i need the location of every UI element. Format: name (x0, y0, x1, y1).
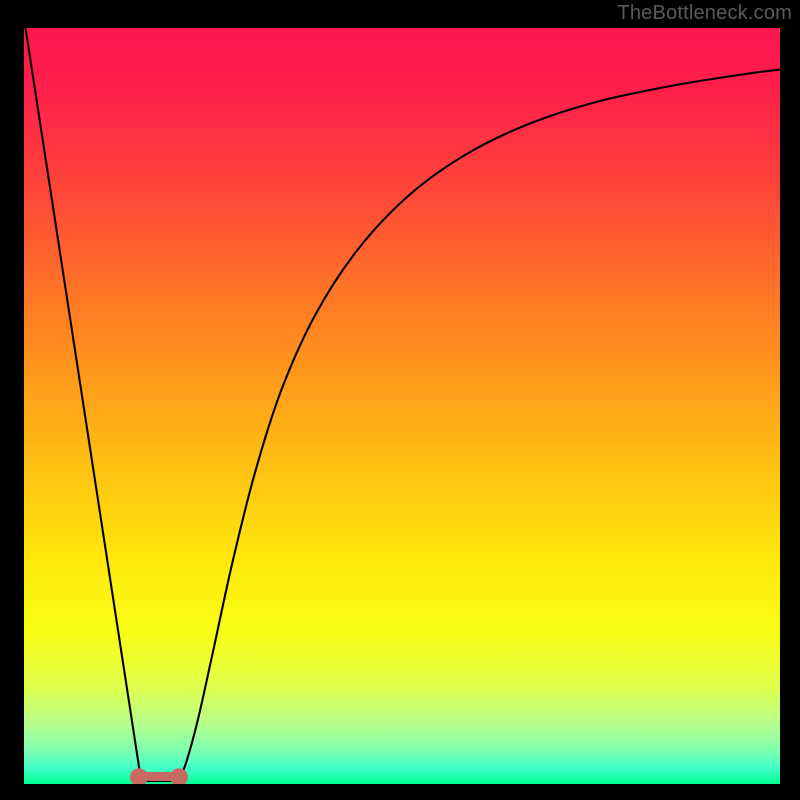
watermark-text: TheBottleneck.com (617, 2, 792, 25)
curve-layer (24, 28, 780, 784)
valley-marker-right (170, 768, 188, 784)
plot-area (24, 28, 780, 784)
valley-marker-left (130, 768, 148, 784)
chart-frame: TheBottleneck.com (0, 0, 800, 800)
bottleneck-curve (26, 28, 780, 782)
